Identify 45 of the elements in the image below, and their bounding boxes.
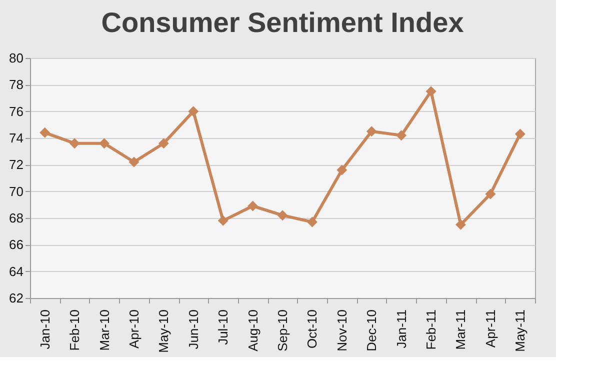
point (69, 138, 80, 149)
point (99, 138, 110, 149)
x-tick-label: Feb-10 (67, 310, 82, 351)
x-tick-label: Oct-10 (304, 310, 320, 349)
y-tick-label: 74 (9, 130, 24, 146)
y-tick-label: 68 (9, 210, 24, 226)
point (336, 164, 348, 176)
x-tick-label: Jan-11 (394, 310, 409, 348)
x-tick-label: Mar-10 (96, 310, 112, 351)
chart-title: Consumer Sentiment Index (101, 7, 464, 38)
point (128, 156, 140, 168)
point (306, 216, 318, 228)
x-tick-label: Apr-10 (126, 310, 142, 349)
y-tick-label: 72 (9, 157, 24, 172)
point (188, 106, 199, 117)
x-tick-label: Apr-11 (482, 310, 498, 348)
x-tick-label: May-10 (156, 310, 172, 353)
x-tick-label: Mar-11 (453, 310, 468, 350)
y-tick-label: 66 (9, 237, 24, 252)
x-tick-label: Dec-10 (364, 310, 380, 352)
point (426, 86, 436, 97)
point (366, 126, 377, 137)
point (485, 188, 496, 200)
x-tick-label: Sep-10 (275, 310, 290, 352)
x-tick-label: Jul-10 (216, 310, 231, 345)
x-tick-label: Jun-10 (186, 310, 201, 350)
y-tick-label: 70 (9, 184, 24, 199)
y-tick-label: 78 (9, 77, 24, 92)
point (218, 215, 228, 226)
point (158, 138, 169, 149)
y-tick-label: 64 (9, 264, 24, 279)
point (514, 128, 526, 140)
x-tick-label: Jan-10 (37, 310, 52, 350)
point (455, 219, 466, 230)
x-tick-label: Aug-10 (245, 310, 260, 352)
point (248, 200, 258, 212)
point (396, 130, 407, 141)
point (40, 127, 50, 138)
y-tick-label: 76 (9, 104, 24, 119)
point (277, 210, 288, 221)
y-tick-label: 62 (9, 290, 24, 306)
x-tick-label: May-11 (512, 310, 528, 352)
y-tick-label: 80 (9, 50, 24, 66)
x-tick-label: Feb-11 (424, 310, 439, 350)
x-tick-label: Nov-10 (334, 310, 350, 352)
